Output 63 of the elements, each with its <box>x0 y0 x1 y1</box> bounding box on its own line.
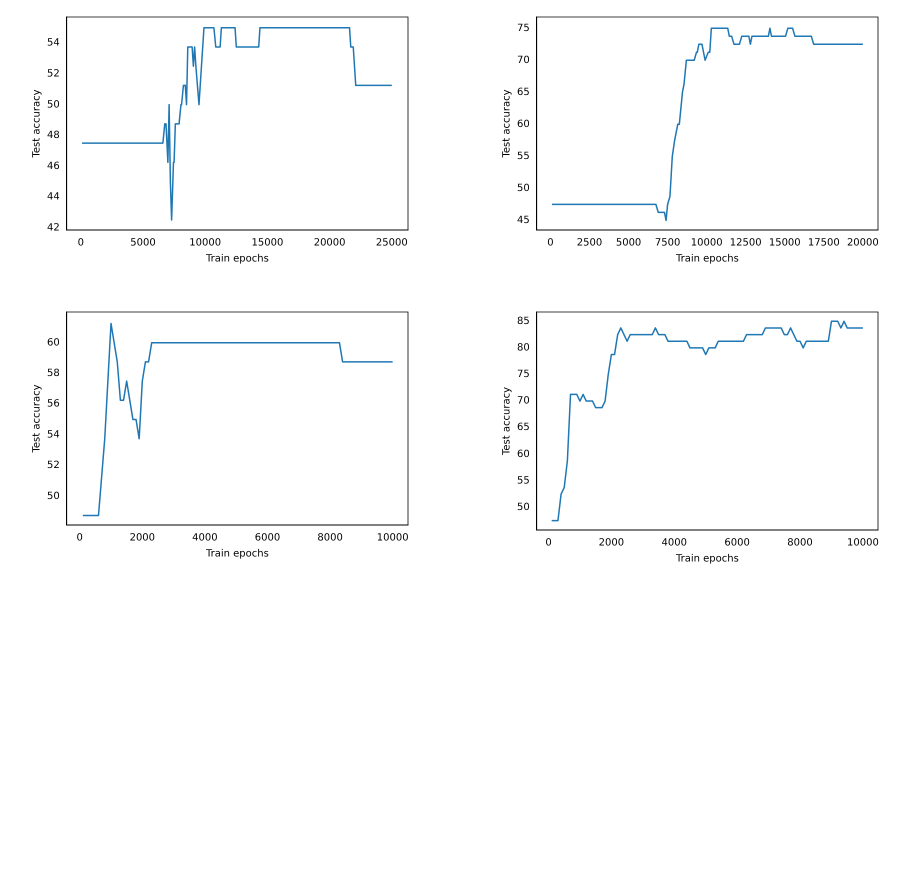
x-tick-label: 2000 <box>130 532 156 544</box>
y-tick-label: 54 <box>46 429 60 440</box>
y-tick-label: 55 <box>516 475 530 486</box>
y-tick-label: 65 <box>516 86 530 98</box>
y-tick-label: 60 <box>516 448 530 460</box>
x-tick-label: 6000 <box>724 538 750 549</box>
y-tick-label: 60 <box>516 118 530 130</box>
x-tick-label: 17500 <box>808 238 840 249</box>
y-axis-title: Test accuracy <box>502 89 513 158</box>
x-axis-title: Train epochs <box>204 548 269 560</box>
y-tick-label: 75 <box>516 22 530 34</box>
x-tick-label: 15000 <box>252 238 284 249</box>
y-tick-label: 52 <box>46 460 60 472</box>
y-tick-label: 70 <box>516 396 530 407</box>
x-tick-label: 10000 <box>847 538 879 549</box>
y-tick-label: 46 <box>46 160 60 172</box>
y-axis-title: Test accuracy <box>32 384 43 454</box>
y-tick-label: 56 <box>46 398 60 410</box>
y-axis-title: Test accuracy <box>502 386 513 456</box>
y-tick-label: 54 <box>46 38 60 49</box>
y-axis-title: Test accuracy <box>32 89 43 158</box>
y-tick-label: 70 <box>516 54 530 66</box>
x-axis-title: Train epochs <box>674 254 739 265</box>
y-tick-label: 52 <box>46 68 60 80</box>
y-tick-label: 75 <box>516 369 530 380</box>
x-tick-label: 20000 <box>846 238 879 249</box>
y-tick-label: 50 <box>516 182 530 194</box>
x-tick-label: 25000 <box>376 238 408 249</box>
y-tick-label: 42 <box>46 222 60 234</box>
x-tick-label: 4000 <box>192 532 218 544</box>
y-tick-label: 50 <box>46 490 60 502</box>
y-tick-label: 58 <box>46 368 60 380</box>
x-tick-label: 5000 <box>616 238 642 249</box>
x-tick-label: 2500 <box>576 238 602 249</box>
x-tick-label: 8000 <box>317 532 343 544</box>
y-tick-label: 45 <box>516 214 530 226</box>
x-tick-label: 10000 <box>189 238 222 249</box>
x-tick-label: 8000 <box>787 538 813 549</box>
x-tick-label: 4000 <box>662 538 687 549</box>
x-tick-label: 20000 <box>314 238 346 249</box>
x-tick-label: 12500 <box>730 238 762 249</box>
x-tick-label: 0 <box>547 238 554 249</box>
x-axis-title: Train epochs <box>204 254 269 265</box>
x-tick-label: 0 <box>78 238 84 249</box>
x-tick-label: 0 <box>76 532 83 544</box>
y-tick-label: 60 <box>46 337 60 348</box>
y-tick-label: 50 <box>516 502 530 513</box>
y-tick-label: 44 <box>46 192 60 203</box>
x-tick-label: 7500 <box>654 238 680 249</box>
x-tick-label: 0 <box>545 538 552 549</box>
y-tick-label: 50 <box>46 99 60 110</box>
x-tick-label: 10000 <box>690 238 723 249</box>
x-tick-label: 10000 <box>376 532 409 544</box>
y-tick-label: 65 <box>516 422 530 434</box>
x-tick-label: 15000 <box>768 238 801 249</box>
y-tick-label: 85 <box>516 316 530 327</box>
y-tick-label: 48 <box>46 130 60 142</box>
x-axis-title: Train epochs <box>674 554 739 565</box>
x-tick-label: 2000 <box>598 538 624 549</box>
y-tick-label: 55 <box>516 150 530 162</box>
x-tick-label: 5000 <box>130 238 156 249</box>
x-tick-label: 6000 <box>254 532 280 544</box>
y-tick-label: 80 <box>516 342 530 354</box>
